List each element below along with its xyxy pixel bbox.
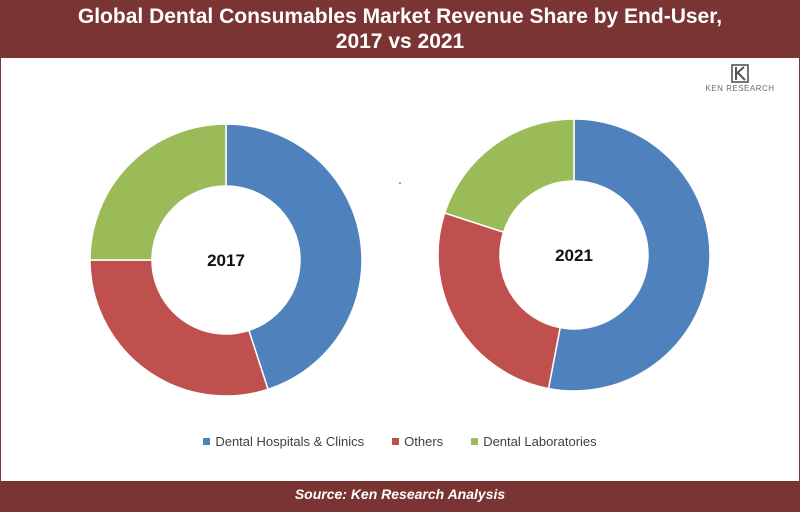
stray-dot: [399, 182, 401, 184]
donut-slice-2017-others: [89, 259, 269, 397]
brand-name: KEN RESEARCH: [705, 84, 775, 93]
legend-item: Others: [392, 434, 443, 449]
donut-slice-2017-dental-laboratories: [89, 123, 227, 261]
chart-title-line-2: 2017 vs 2021: [335, 30, 465, 53]
source-note: Source: Ken Research Analysis: [0, 481, 800, 512]
donut-center-label-2021: 2021: [555, 246, 593, 265]
donut-slice-2021-dental-laboratories: [443, 118, 575, 234]
legend-label: Dental Laboratories: [483, 433, 597, 449]
legend-swatch: [203, 437, 211, 445]
brand-logo: KEN RESEARCH: [688, 64, 792, 98]
legend-swatch: [471, 437, 479, 445]
donut-slice-2021-others: [437, 212, 562, 390]
chart-title-line-1: Global Dental Consumables Market Revenue…: [77, 5, 723, 28]
legend: Dental Hospitals & Clinics Others Dental L…: [0, 432, 800, 450]
donut-charts: 2017 2021: [89, 118, 711, 397]
donut-center-label-2017: 2017: [207, 251, 245, 270]
legend-label: Others: [404, 433, 444, 449]
legend-item: Dental Laboratories: [471, 433, 597, 449]
legend-label: Dental Hospitals & Clinics: [215, 433, 365, 449]
legend-swatch: [392, 437, 400, 445]
legend-item: Dental Hospitals & Clinics: [203, 434, 364, 449]
chart-title: Global Dental Consumables Market Revenue…: [0, 0, 800, 58]
donut-chart-2021: 2021: [437, 118, 711, 392]
donut-chart-2017: 2017: [89, 123, 363, 397]
ken-research-logo-icon: [731, 64, 749, 83]
donut-slice-2017-dental-hospitals-clinics: [225, 123, 363, 391]
donut-slice-2021-dental-hospitals-clinics: [547, 118, 711, 392]
